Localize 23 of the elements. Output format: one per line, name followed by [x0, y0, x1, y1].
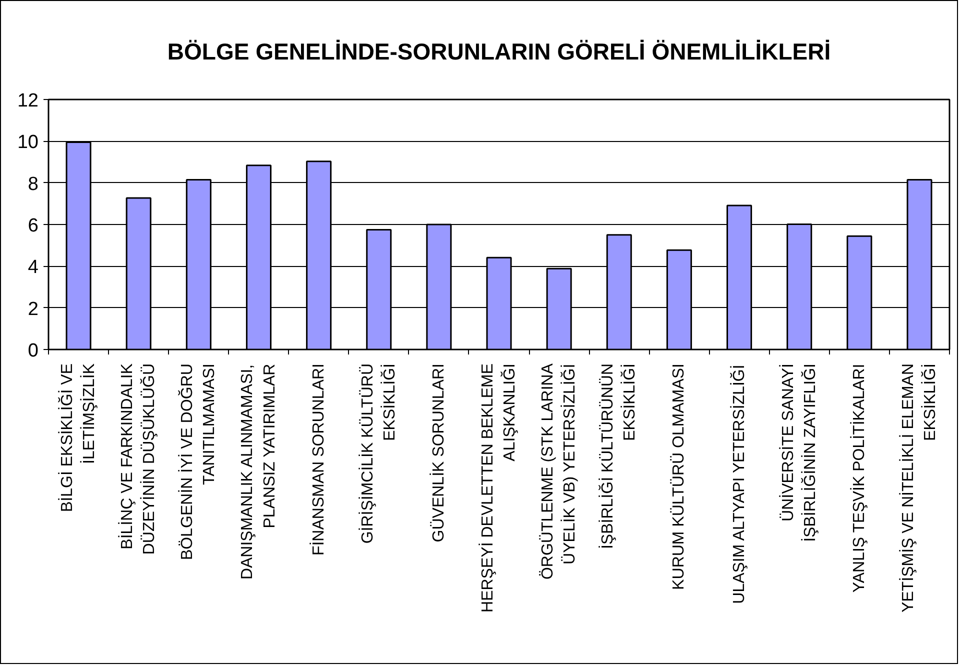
x-tick-label: BÖLGENİN İYİ VE DOĞRU TANITILMAMASI: [178, 363, 218, 560]
x-tick-label: GİRİŞİMCİLİK KÜLTÜRÜ EKSİKLİĞİ: [358, 363, 398, 544]
y-tick-label: 0: [28, 340, 39, 362]
x-tick-label: KURUM KÜLTÜRÜ OLMAMASI: [670, 364, 688, 590]
x-tick-label: İŞBİRLİĞİ KÜLTÜRÜNÜN EKSİKLİĞİ: [598, 363, 639, 550]
y-tick-label: 4: [28, 257, 39, 278]
x-tick-label: BİLGİ EKSİKLİĞİ VE İLETİMŞİZLİK: [58, 363, 98, 512]
chart-title: BÖLGE GENELİNDE-SORUNLARIN GÖRELİ ÖNEMLİLİKLERİ: [167, 38, 831, 64]
x-tick-label: FİNANSMAN SORUNLARI: [309, 363, 328, 556]
x-tick-label: YANLIŞ TEŞVİK POLİTİKALARI: [850, 364, 868, 593]
y-tick-label: 2: [28, 298, 39, 320]
y-tick-label: 6: [28, 216, 39, 236]
x-tick-label: ULAŞIM ALTYAPI YETERSİZLİĞİ: [730, 364, 748, 604]
x-tick-label: BİLİNÇ VE FARKINDALIK DÜZEYİNİN DÜŞÜKLÜĞÜ: [118, 363, 158, 555]
x-tick-label: DANIŞMANLIK ALINMAMASI, PLANSIZ YATIRIMLAR: [239, 364, 278, 580]
y-tick-label: 10: [17, 132, 39, 154]
x-tick-label: ÜNİVERSİTE SANAYİ İŞBİRLİĞİNİN ZAYIFLIĞI: [778, 363, 819, 542]
y-tick-label: 8: [28, 174, 39, 195]
y-tick-label: 12: [17, 90, 39, 112]
x-tick-label: YETİŞMİŞ VE NİTELİKLİ ELEMAN EKSİKLİĞİ: [898, 363, 940, 612]
x-tick-label: ÖRGÜTLENME (STK LARINA ÜYELİK VB) YETERSİZLİĞİ: [538, 363, 579, 580]
x-tick-label: GÜVENLİK SORUNLARI: [429, 363, 448, 542]
x-tick-label: HERŞEYİ DEVLETTEN BEKLEME ALIŞKANLIĞI: [478, 363, 519, 612]
